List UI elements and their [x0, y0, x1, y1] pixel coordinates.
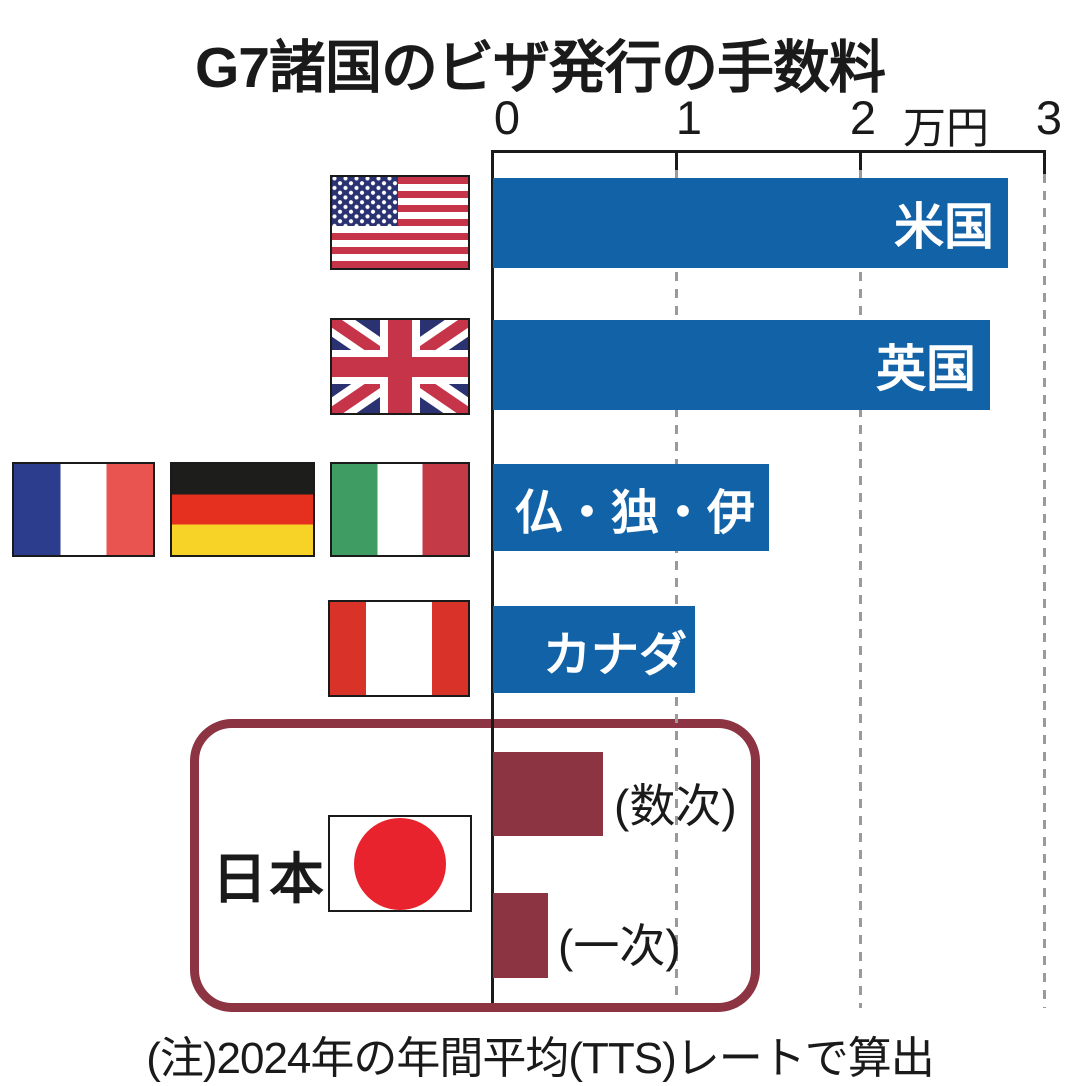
bar-usa: 米国 [493, 178, 1008, 268]
japan-label: 日本 [212, 848, 327, 910]
france-flag-icon [12, 462, 155, 557]
japan-flag-icon [328, 815, 472, 912]
usa-flag-icon [330, 175, 470, 270]
italy-flag-icon [330, 462, 470, 557]
japan-group-box [190, 719, 760, 1012]
axis-vline [491, 150, 494, 1003]
bar-label-uk: 英国 [876, 341, 976, 397]
japan-multiple-entry-label: (数次) [614, 780, 737, 832]
bar-canada: カナダ [493, 606, 695, 693]
japan-single-entry-label: (一次) [558, 920, 681, 972]
chart-title: G7諸国のビザ発行の手数料 [194, 36, 886, 100]
bar-uk: 英国 [493, 320, 990, 410]
axis-unit-label: 万円 [903, 105, 989, 153]
bar-fra-ger-ita: 仏・独・伊 [493, 464, 769, 551]
gridline-2 [859, 170, 862, 1008]
axis-baseline [491, 150, 1046, 153]
axis-tick-label-3: 3 [1035, 91, 1063, 144]
germany-flag-icon [170, 462, 315, 557]
bar-japan-single-entry [493, 893, 548, 978]
bar-japan-multiple-entry [493, 752, 603, 836]
canada-flag-icon [328, 600, 470, 697]
bar-label-canada: カナダ [542, 628, 687, 682]
axis-tick-label-1: 1 [675, 91, 703, 144]
note-text: (注)2024年の年間平均(TTS)レートで算出 [146, 1034, 935, 1083]
maple-leaf-icon [330, 602, 352, 623]
axis-tick-label-2: 2 [849, 91, 877, 144]
rising-sun-icon [354, 817, 446, 910]
gridline-3 [1043, 174, 1046, 1008]
usa-star-field [332, 177, 398, 226]
axis-tick-3 [1043, 150, 1046, 174]
axis-tick-label-0: 0 [493, 91, 521, 144]
bar-label-usa: 米国 [894, 199, 994, 255]
gridline-1 [675, 170, 678, 1003]
axis-tick-2 [859, 150, 862, 170]
axis-tick-1 [675, 150, 678, 170]
uk-flag-icon [330, 318, 470, 415]
bar-label-fra-ger-ita: 仏・独・伊 [514, 486, 755, 540]
